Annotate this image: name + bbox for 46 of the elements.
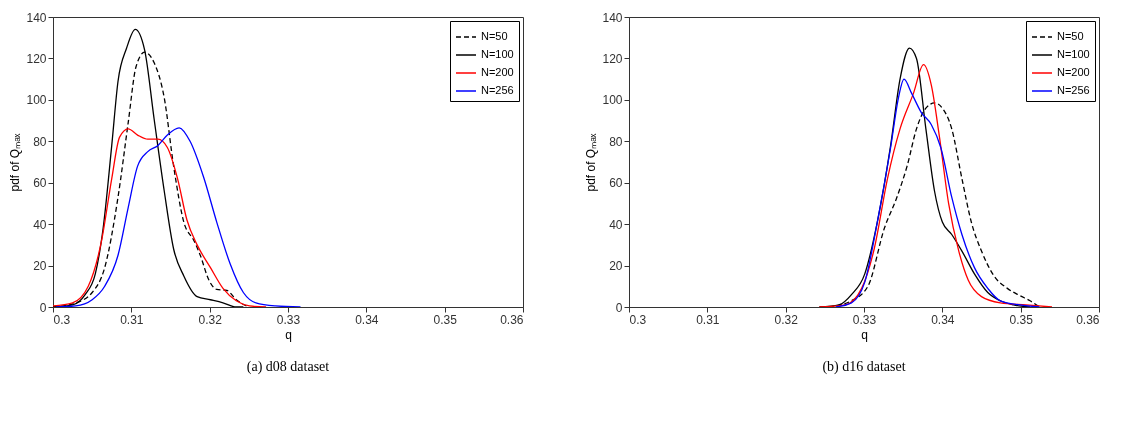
y-tick-label: 20	[609, 259, 623, 274]
y-tick-label: 20	[33, 259, 47, 274]
legend-label: N=100	[481, 48, 514, 60]
y-tick-label: 40	[609, 217, 623, 232]
x-tick-label: 0.33	[852, 312, 877, 327]
text: (b) d16 dataset	[822, 359, 906, 375]
text: (a) d08 dataset	[246, 359, 330, 375]
legend-label: N=200	[1057, 66, 1090, 78]
y-tick-label: 40	[33, 217, 47, 232]
x-tick-label: 0.3	[53, 312, 71, 327]
legend-label: N=200	[481, 66, 514, 78]
x-tick-label: 0.35	[433, 312, 458, 327]
y-tick-label: 100	[26, 93, 47, 108]
x-tick-label: 0.3	[629, 312, 647, 327]
legend-label: N=50	[1057, 30, 1084, 42]
x-tick-label: 0.33	[276, 312, 301, 327]
x-tick-label: 0.32	[774, 312, 799, 327]
legend-label: N=100	[1057, 48, 1090, 60]
x-tick-label: 0.32	[198, 312, 223, 327]
y-tick-label: 80	[609, 134, 623, 149]
y-tick-label: 0	[39, 300, 47, 315]
x-tick-label: 0.35	[1009, 312, 1034, 327]
y-tick-label: 120	[602, 51, 623, 66]
line-series	[55, 127, 302, 307]
y-tick-label: 140	[602, 10, 623, 25]
legend-label: N=256	[1057, 84, 1090, 96]
x-tick-label: 0.36	[500, 312, 524, 327]
x-tick-label: 0.31	[120, 312, 144, 327]
x-tick-label: 0.34	[355, 312, 379, 327]
x-tick-label: 0.34	[931, 312, 955, 327]
x-axis-title: q	[861, 327, 868, 342]
y-axis-title: pdf of Qₘₐₓ	[584, 133, 599, 192]
y-tick-label: 120	[26, 51, 47, 66]
y-tick-label: 140	[26, 10, 47, 25]
y-tick-label: 80	[33, 134, 47, 149]
legend-label: N=50	[481, 30, 508, 42]
x-tick-label: 0.36	[1076, 312, 1100, 327]
line-series	[53, 128, 267, 307]
x-tick-label: 0.31	[696, 312, 720, 327]
y-tick-label: 100	[602, 93, 623, 108]
y-tick-label: 60	[609, 176, 623, 191]
legend-label: N=256	[481, 84, 514, 96]
y-tick-label: 60	[33, 176, 47, 191]
y-tick-label: 0	[615, 300, 623, 315]
y-axis-title: pdf of Qₘₐₓ	[8, 133, 23, 192]
x-axis-title: q	[285, 327, 292, 342]
